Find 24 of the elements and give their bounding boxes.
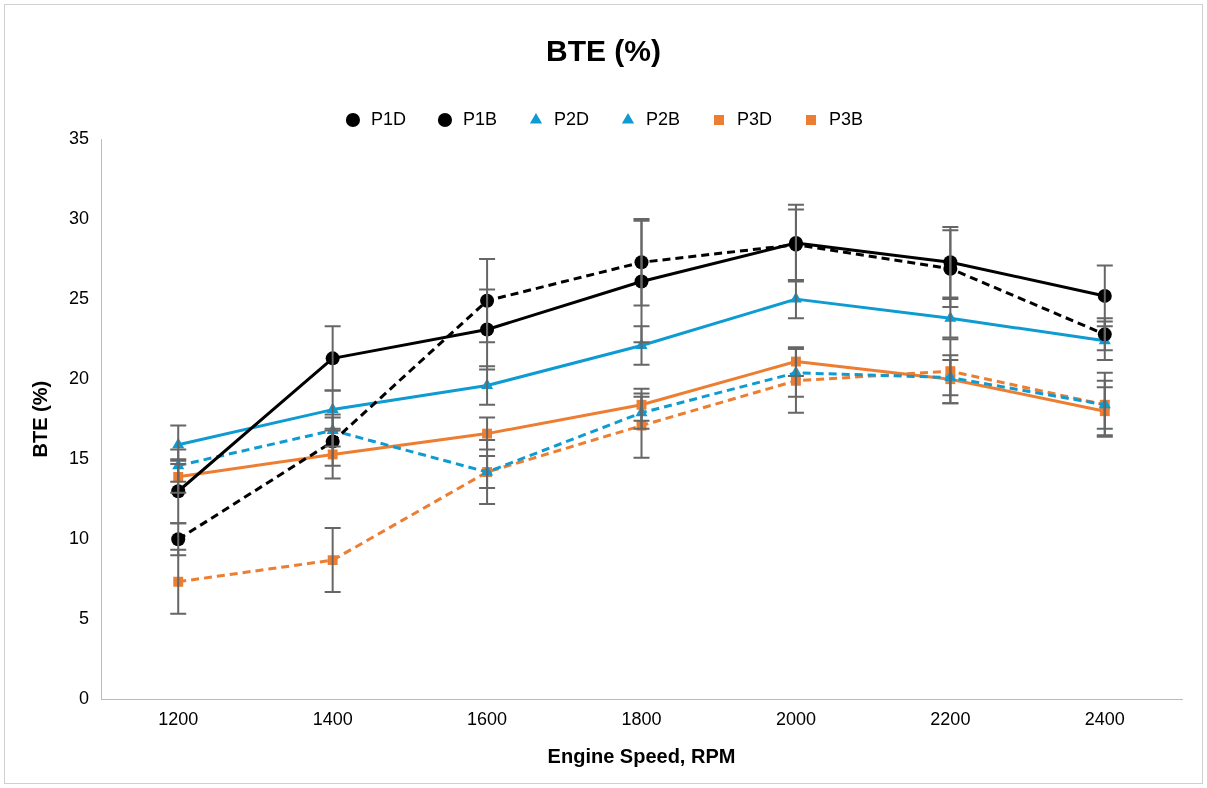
y-tick-label: 0 — [79, 688, 90, 709]
legend-label: P1D — [370, 108, 406, 129]
y-tick-label: 30 — [68, 208, 90, 229]
legend-label: P1B — [462, 108, 497, 129]
legend-label: P2B — [646, 108, 681, 129]
x-tick-label: 1400 — [312, 709, 353, 730]
x-tick-label: 1600 — [467, 709, 508, 730]
legend-label: P3B — [829, 108, 864, 129]
x-axis-title: Engine Speed, RPM — [547, 744, 736, 767]
x-tick-label: 2200 — [930, 709, 971, 730]
chart-title: BTE (%) — [546, 34, 661, 68]
y-tick-label: 20 — [68, 368, 90, 389]
x-tick-label: 2000 — [775, 709, 816, 730]
y-tick-label: 5 — [79, 608, 90, 629]
x-tick-label: 1200 — [158, 709, 199, 730]
y-tick-label: 10 — [68, 528, 90, 549]
y-tick-label: 15 — [68, 448, 90, 469]
y-axis-title: BTE (%) — [28, 380, 51, 458]
x-tick-label: 2400 — [1084, 709, 1125, 730]
legend-label: P3D — [737, 108, 773, 129]
legend-label: P2D — [553, 108, 589, 129]
x-tick-label: 1800 — [621, 709, 662, 730]
y-tick-label: 25 — [68, 288, 90, 309]
y-tick-label: 35 — [68, 127, 90, 148]
